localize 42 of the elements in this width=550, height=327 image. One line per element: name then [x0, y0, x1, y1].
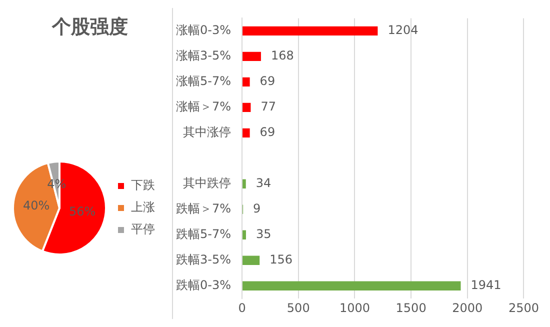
data-label: 40% — [22, 198, 50, 213]
x-tick-label: 2500 — [508, 300, 540, 315]
data-label: 56% — [69, 204, 96, 218]
data-label: 69 — [260, 74, 276, 88]
y-tick-label: 其中涨停 — [183, 125, 232, 140]
y-tick-label: 跌幅＞7% — [176, 202, 232, 216]
y-tick-label: 跌幅3-5% — [176, 252, 232, 266]
y-tick-label: 涨幅3-5% — [176, 48, 232, 63]
bar — [242, 26, 378, 36]
y-tick-label: 涨幅0-3% — [176, 23, 232, 38]
bar — [242, 179, 246, 188]
bar — [242, 230, 246, 240]
x-tick-label: 2000 — [452, 300, 483, 315]
data-label: 1204 — [388, 23, 418, 38]
data-label: 69 — [260, 125, 276, 140]
y-tick-label: 涨幅5-7% — [176, 74, 232, 88]
x-tick-label: 1500 — [396, 300, 426, 315]
bar — [242, 102, 251, 112]
data-label: 4% — [47, 177, 66, 192]
y-tick-label: 其中跌停 — [183, 176, 232, 190]
bar — [242, 281, 461, 290]
data-label: 1941 — [470, 278, 502, 292]
x-tick-label: 1000 — [339, 300, 370, 315]
data-label: 168 — [270, 48, 294, 63]
y-tick-label: 跌幅5-7% — [176, 227, 232, 241]
legend-label: 上涨 — [131, 200, 155, 214]
data-label: 9 — [253, 202, 261, 216]
legend-label: 平停 — [131, 222, 155, 236]
data-label: 77 — [260, 100, 276, 114]
bar — [242, 128, 250, 138]
bar — [242, 256, 260, 265]
bar — [242, 77, 250, 87]
y-tick-label: 涨幅＞7% — [176, 100, 232, 114]
data-label: 34 — [256, 176, 272, 190]
chart-title: 个股强度 — [50, 15, 129, 40]
y-tick-label: 跌幅0-3% — [176, 278, 232, 292]
x-tick-label: 500 — [286, 300, 310, 315]
data-label: 156 — [270, 252, 293, 266]
legend-label: 下跌 — [131, 178, 155, 192]
bar — [242, 52, 261, 62]
data-label: 35 — [256, 227, 272, 241]
x-tick-label: 0 — [238, 300, 246, 315]
